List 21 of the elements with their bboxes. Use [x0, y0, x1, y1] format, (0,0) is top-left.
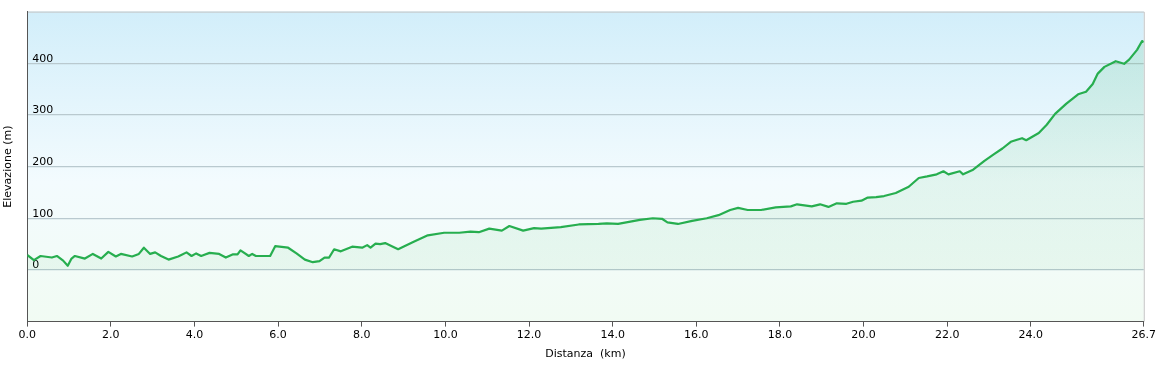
y-tick-label: 200	[32, 154, 54, 168]
x-tick-label: 10.0	[433, 328, 458, 342]
y-tick-label: 100	[32, 206, 54, 220]
y-tick-label: 300	[32, 103, 54, 117]
x-tick-label: 6.0	[269, 328, 287, 342]
x-axis-title: Distanza (km)	[545, 347, 626, 361]
x-tick-label: 18.0	[767, 328, 793, 342]
x-tick-label: 14.0	[600, 328, 625, 342]
x-tick-label: 24.0	[1018, 328, 1044, 342]
y-axis-title: Elevazione (m)	[1, 125, 15, 208]
y-tick-label: 0	[32, 258, 40, 272]
x-tick-label: 4.0	[185, 328, 204, 342]
x-tick-label: 26.7	[1131, 328, 1156, 342]
x-tick-label: 2.0	[102, 328, 120, 342]
x-tick-label: 16.0	[684, 328, 709, 342]
y-tick-label: 400	[32, 51, 54, 65]
x-tick-label: 8.0	[353, 328, 371, 342]
x-tick-label: 0.0	[18, 328, 36, 342]
x-tick-label: 22.0	[934, 328, 960, 342]
x-tick-label: 12.0	[516, 328, 542, 342]
x-tick-label: 20.0	[851, 328, 876, 342]
